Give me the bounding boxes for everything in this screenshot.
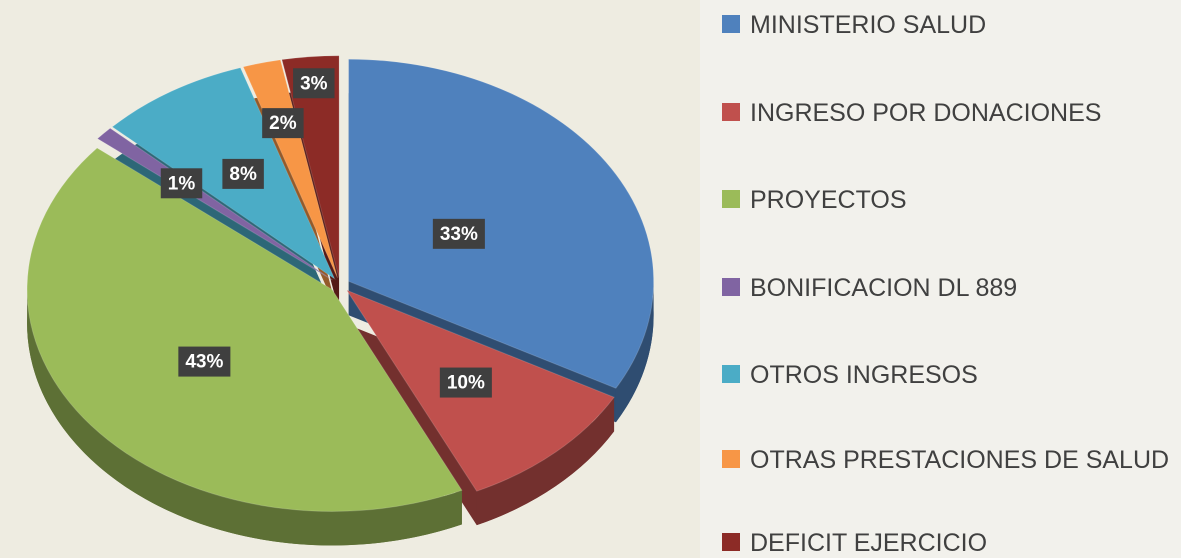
legend-swatch — [722, 533, 740, 551]
data-label-text: 43% — [185, 352, 223, 373]
legend-item: INGRESO POR DONACIONES — [722, 98, 1101, 128]
legend-swatch — [722, 365, 740, 383]
legend-item: DEFICIT EJERCICIO — [722, 528, 987, 558]
legend-label: DEFICIT EJERCICIO — [750, 529, 988, 557]
legend: MINISTERIO SALUD INGRESO POR DONACIONES PR… — [700, 0, 1181, 558]
data-label-box — [293, 68, 335, 99]
legend-swatch — [722, 103, 740, 121]
data-label: 10% — [439, 367, 492, 398]
legend-item: OTROS INGRESOS — [722, 360, 978, 390]
data-label: 3% — [293, 68, 335, 99]
chart: 33% 10% 43% 1% 8% 2%3% — [26, 55, 655, 546]
data-label-box — [222, 158, 264, 189]
legend-label: MINISTERIO SALUD — [750, 11, 987, 39]
legend-swatch — [722, 190, 740, 208]
slice-side — [476, 397, 615, 526]
legend-label: INGRESO POR DONACIONES — [750, 99, 1102, 127]
data-label-box — [439, 367, 492, 398]
slice-side — [27, 289, 462, 546]
legend-label: OTROS INGRESOS — [750, 361, 978, 389]
slice — [96, 127, 333, 281]
data-label: 43% — [178, 346, 231, 377]
data-label-box — [160, 168, 203, 199]
legend-item: OTRAS PRESTACIONES DE SALUD — [722, 445, 1169, 475]
data-label-text: 2% — [269, 113, 297, 134]
legend-label: OTRAS PRESTACIONES DE SALUD — [750, 446, 1170, 474]
data-label-text: 3% — [300, 73, 328, 94]
data-label-text: 10% — [447, 373, 485, 394]
data-label: 33% — [432, 218, 485, 249]
legend-label: PROYECTOS — [750, 186, 907, 214]
slice-side — [615, 281, 654, 423]
legend-swatch — [722, 450, 740, 468]
data-label-box — [432, 218, 485, 249]
legend-item: PROYECTOS — [722, 185, 907, 215]
data-label-text: 1% — [168, 173, 196, 194]
slice — [26, 147, 463, 512]
data-label-box — [262, 108, 304, 139]
data-label: 2% — [262, 108, 304, 139]
legend-item: BONIFICACION DL 889 — [722, 273, 1017, 303]
legend-item: MINISTERIO SALUD — [722, 10, 986, 40]
legend-swatch — [722, 278, 740, 296]
data-label-box — [178, 346, 231, 377]
legend-label: BONIFICACION DL 889 — [750, 274, 1018, 302]
data-label-text: 33% — [440, 224, 478, 245]
legend-swatch — [722, 15, 740, 33]
slice — [348, 58, 655, 389]
data-label: 8% — [222, 158, 264, 189]
data-label-text: 8% — [229, 164, 257, 185]
data-label: 1% — [160, 168, 203, 199]
